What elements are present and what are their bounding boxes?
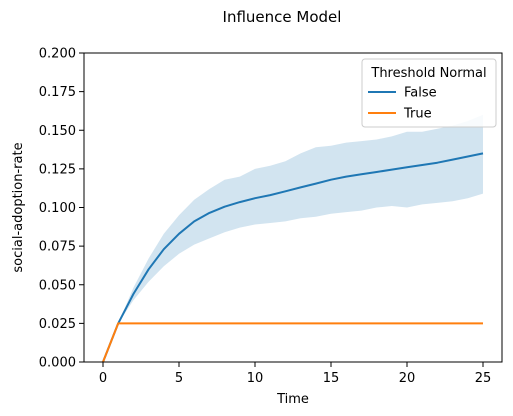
- ci-band-false: [103, 114, 483, 362]
- x-axis-label: Time: [276, 392, 309, 407]
- y-axis: 0.000 0.025 0.050 0.075 0.100 0.125 0.150 0.175…: [39, 47, 84, 371]
- y-axis-label: social-adoption-rate: [11, 142, 26, 272]
- y-tick-label: 0.100: [39, 201, 76, 216]
- legend: Threshold Normal False True: [361, 58, 497, 128]
- x-tick-label: 15: [323, 371, 340, 386]
- y-tick-label: 0.200: [39, 47, 76, 62]
- chart-title: Influence Model: [223, 8, 342, 26]
- y-tick-label: 0.150: [39, 124, 76, 139]
- y-tick-label: 0.125: [39, 162, 76, 177]
- y-tick-label: 0.000: [39, 356, 76, 371]
- series-line-true: [102, 322, 483, 363]
- y-tick-label: 0.175: [39, 85, 76, 100]
- x-axis: 0 5 10 15 20 25: [99, 362, 491, 386]
- series-lines: [102, 152, 484, 363]
- y-tick-label: 0.025: [39, 317, 76, 332]
- legend-label-false: False: [404, 86, 437, 101]
- y-tick-label: 0.075: [39, 240, 76, 255]
- x-tick-label: 0: [99, 371, 107, 386]
- x-tick-label: 10: [247, 371, 264, 386]
- legend-label-true: True: [403, 107, 432, 122]
- confidence-bands: [103, 114, 483, 362]
- x-tick-label: 25: [475, 371, 492, 386]
- series-line-false: [102, 152, 484, 363]
- y-tick-label: 0.050: [39, 278, 76, 293]
- x-tick-label: 20: [399, 371, 416, 386]
- x-tick-label: 5: [175, 371, 183, 386]
- legend-box: [361, 58, 497, 128]
- legend-title: Threshold Normal: [370, 66, 486, 81]
